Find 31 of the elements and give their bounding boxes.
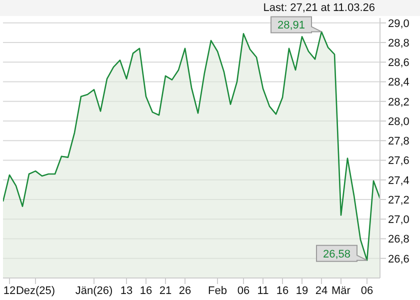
y-tick-label: 26,8 [388,234,410,246]
x-tick-label: Dez(25) [16,284,56,297]
x-tick-label: 16 [140,284,152,297]
data-label: 28,91 [277,20,306,32]
y-tick-label: 29,0 [388,18,410,30]
x-tick-label: 12 [3,284,16,297]
data-label: 26,58 [322,248,351,260]
x-tick-label: 26 [178,284,192,297]
x-tick-label: Jän(26) [75,284,113,297]
x-tick-label: 11 [257,284,269,297]
x-tick-label: Mär [332,284,351,297]
x-tick-label: 06 [360,284,374,297]
y-tick-label: 28,8 [388,37,410,50]
x-tick-label: 19 [296,284,308,297]
y-tick-label: 28,0 [388,116,410,128]
x-tick-label: 24 [315,284,328,297]
x-tick-label: 13 [120,284,133,297]
text: Last: 27,21 at 11.03.26 [263,2,375,14]
x-tick-label: 06 [237,284,250,297]
x-tick-label: 16 [276,284,289,297]
y-tick-label: 28,4 [388,76,410,89]
y-tick-label: 27,6 [388,155,410,168]
x-tick-label: Feb [208,284,227,297]
y-tick-label: 27,2 [388,194,410,206]
y-tick-label: 27,8 [388,136,410,148]
y-tick-label: 27,0 [388,214,410,226]
y-tick-label: 26,6 [388,253,410,266]
x-tick-label: 21 [159,284,172,297]
y-tick-label: 27,4 [388,174,410,187]
y-tick-label: 28,2 [388,96,410,108]
y-tick-label: 28,6 [388,57,410,70]
